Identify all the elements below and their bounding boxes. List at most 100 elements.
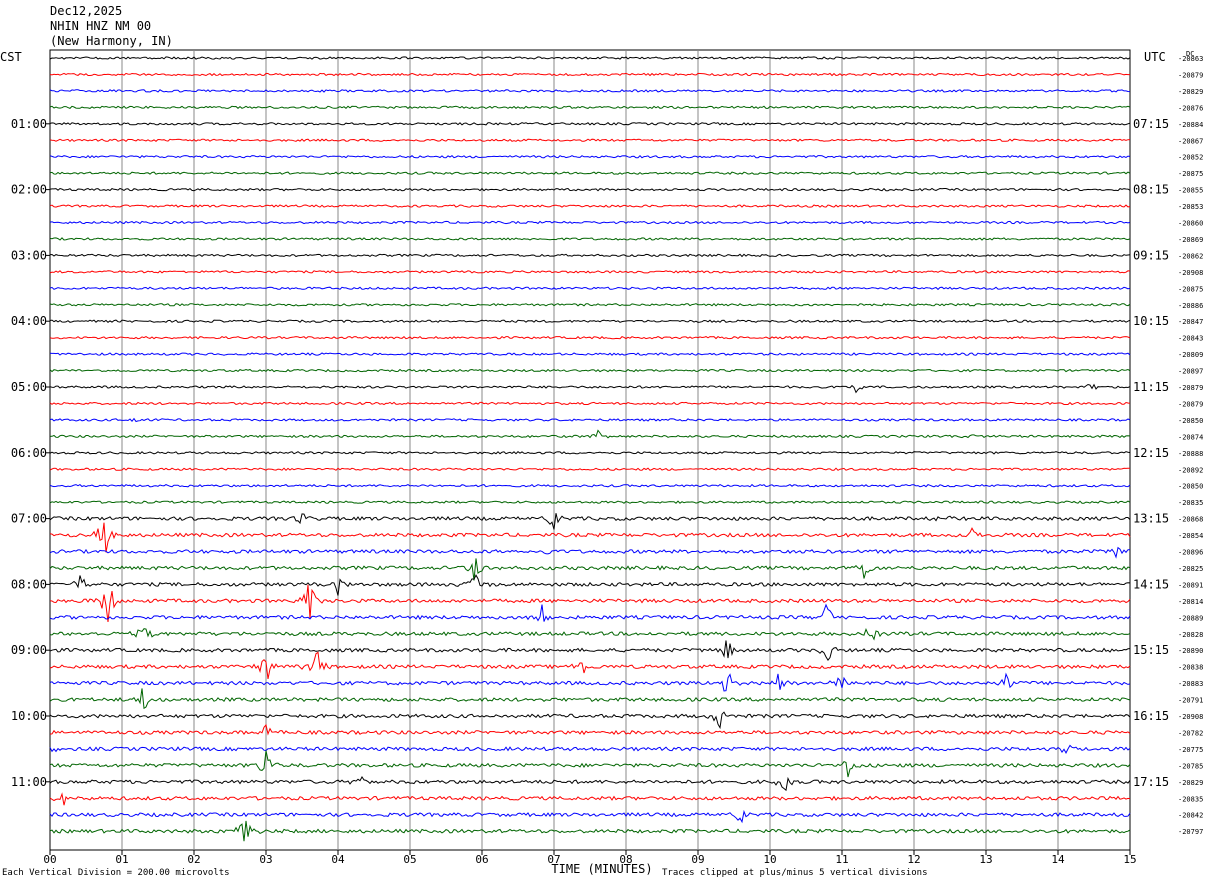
trace-line <box>49 138 1131 142</box>
dc-offset-label: -20782 <box>1178 729 1203 737</box>
x-tick-label: 14 <box>1051 853 1065 866</box>
dc-offset-label: -20879 <box>1178 71 1203 79</box>
station-label: NHIN HNZ NM 00 <box>50 19 152 33</box>
trace-line <box>49 750 1131 778</box>
trace-line <box>49 467 1130 472</box>
x-tick-label: 02 <box>187 853 200 866</box>
dc-offset-label: -20889 <box>1178 614 1203 622</box>
dc-offset-label: -20890 <box>1178 647 1203 655</box>
trace-line <box>49 237 1131 241</box>
left-hour-label: 08:00 <box>11 577 47 591</box>
trace-line <box>49 220 1131 225</box>
trace-line <box>49 429 1131 439</box>
x-tick-label: 15 <box>1123 853 1136 866</box>
dc-offset-label: -20825 <box>1178 565 1203 573</box>
dc-offset-label: -20862 <box>1178 252 1203 260</box>
trace-line <box>49 319 1131 323</box>
dc-offset-label: -20775 <box>1178 746 1203 754</box>
x-tick-label: 06 <box>475 853 488 866</box>
axis-labels: 00 01 02 03 04 05 06 07 08 09 10 11 12 13 14 15 -20863 -2… <box>11 55 1203 866</box>
right-hour-label: 10:15 <box>1133 314 1169 328</box>
trace-line <box>49 204 1131 208</box>
location-label: (New Harmony, IN) <box>50 34 173 48</box>
trace-line <box>49 584 1131 622</box>
left-hour-label: 03:00 <box>11 248 47 262</box>
dc-offset-label: -20886 <box>1178 302 1203 310</box>
x-axis-title: TIME (MINUTES) <box>551 862 652 876</box>
right-hour-label: 09:15 <box>1133 248 1169 262</box>
x-tick-label: 00 <box>43 853 56 866</box>
dc-offset-label: -20860 <box>1178 220 1203 228</box>
trace-line <box>49 122 1131 126</box>
dc-offset-label: -20814 <box>1178 598 1203 606</box>
dc-offset-label: -20875 <box>1178 285 1203 293</box>
trace-line <box>49 776 1131 792</box>
x-tick-label: 05 <box>403 853 416 866</box>
right-hour-label: 17:15 <box>1133 775 1169 789</box>
plot-frame <box>49 49 1131 851</box>
trace-line <box>49 558 1131 581</box>
trace-line <box>49 809 1131 824</box>
dc-offset-label: -20908 <box>1178 269 1203 277</box>
x-tick-label: 04 <box>331 853 345 866</box>
trace-line <box>49 253 1131 258</box>
trace-line <box>49 286 1131 291</box>
trace-line <box>49 105 1131 110</box>
trace-line <box>49 383 1131 394</box>
left-hour-label: 11:00 <box>11 775 47 789</box>
date-label: Dec12,2025 <box>50 4 123 18</box>
left-hour-label: 02:00 <box>11 183 47 197</box>
trace-line <box>49 451 1131 455</box>
trace-line <box>49 820 1131 842</box>
right-timezone-label: UTC <box>1144 50 1166 64</box>
x-tick-label: 03 <box>259 853 272 866</box>
dc-offset-label: -20876 <box>1178 104 1203 112</box>
dc-offset-label: -20896 <box>1178 549 1203 557</box>
trace-line <box>49 368 1131 373</box>
left-hour-label: 09:00 <box>11 643 47 657</box>
dc-offset-label: -20883 <box>1178 680 1203 688</box>
trace-line <box>49 352 1131 356</box>
trace-line <box>49 792 1131 806</box>
right-hour-label: 13:15 <box>1133 512 1169 526</box>
right-hour-label: 07:15 <box>1133 117 1169 131</box>
trace-line <box>49 723 1131 736</box>
dc-offset-label: -20797 <box>1178 828 1203 836</box>
trace-line <box>49 154 1131 159</box>
dc-offset-label: -20897 <box>1178 368 1203 376</box>
dc-offset-label: -20829 <box>1178 88 1203 96</box>
dc-offset-label: -20869 <box>1178 236 1203 244</box>
x-tick-label: 07 <box>547 853 560 866</box>
trace-line <box>49 574 1131 596</box>
trace-line <box>49 513 1131 530</box>
trace-line <box>49 640 1131 661</box>
trace-line <box>49 89 1131 93</box>
scale-note: Each Vertical Division = 200.00 microvol… <box>2 868 230 878</box>
trace-line <box>49 711 1131 730</box>
dc-offset-label: -20908 <box>1178 713 1203 721</box>
x-tick-label: 08 <box>619 853 632 866</box>
dc-offset-label: -20884 <box>1178 121 1203 129</box>
seismic-traces <box>49 56 1131 842</box>
right-hour-label: 12:15 <box>1133 446 1169 460</box>
dc-header-label: DC <box>1186 50 1195 58</box>
dc-offset-label: -20892 <box>1178 466 1203 474</box>
left-hour-label: 05:00 <box>11 380 47 394</box>
trace-line <box>49 628 1131 641</box>
right-hour-label: 14:15 <box>1133 577 1169 591</box>
trace-line <box>49 651 1131 679</box>
left-hour-label: 04:00 <box>11 314 47 328</box>
trace-line <box>49 688 1131 710</box>
trace-line <box>49 522 1131 553</box>
trace-line <box>49 302 1131 307</box>
dc-offset-label: -20843 <box>1178 335 1203 343</box>
dc-offset-label: -20863 <box>1178 55 1203 63</box>
dc-offset-label: -20888 <box>1178 450 1203 458</box>
dc-offset-label: -20852 <box>1178 154 1203 162</box>
dc-offset-label: -20785 <box>1178 762 1203 770</box>
dc-offset-label: -20838 <box>1178 664 1203 672</box>
trace-line <box>49 672 1131 692</box>
dc-offset-label: -20835 <box>1178 499 1203 507</box>
dc-offset-label: -20875 <box>1178 170 1203 178</box>
trace-line <box>49 546 1130 559</box>
